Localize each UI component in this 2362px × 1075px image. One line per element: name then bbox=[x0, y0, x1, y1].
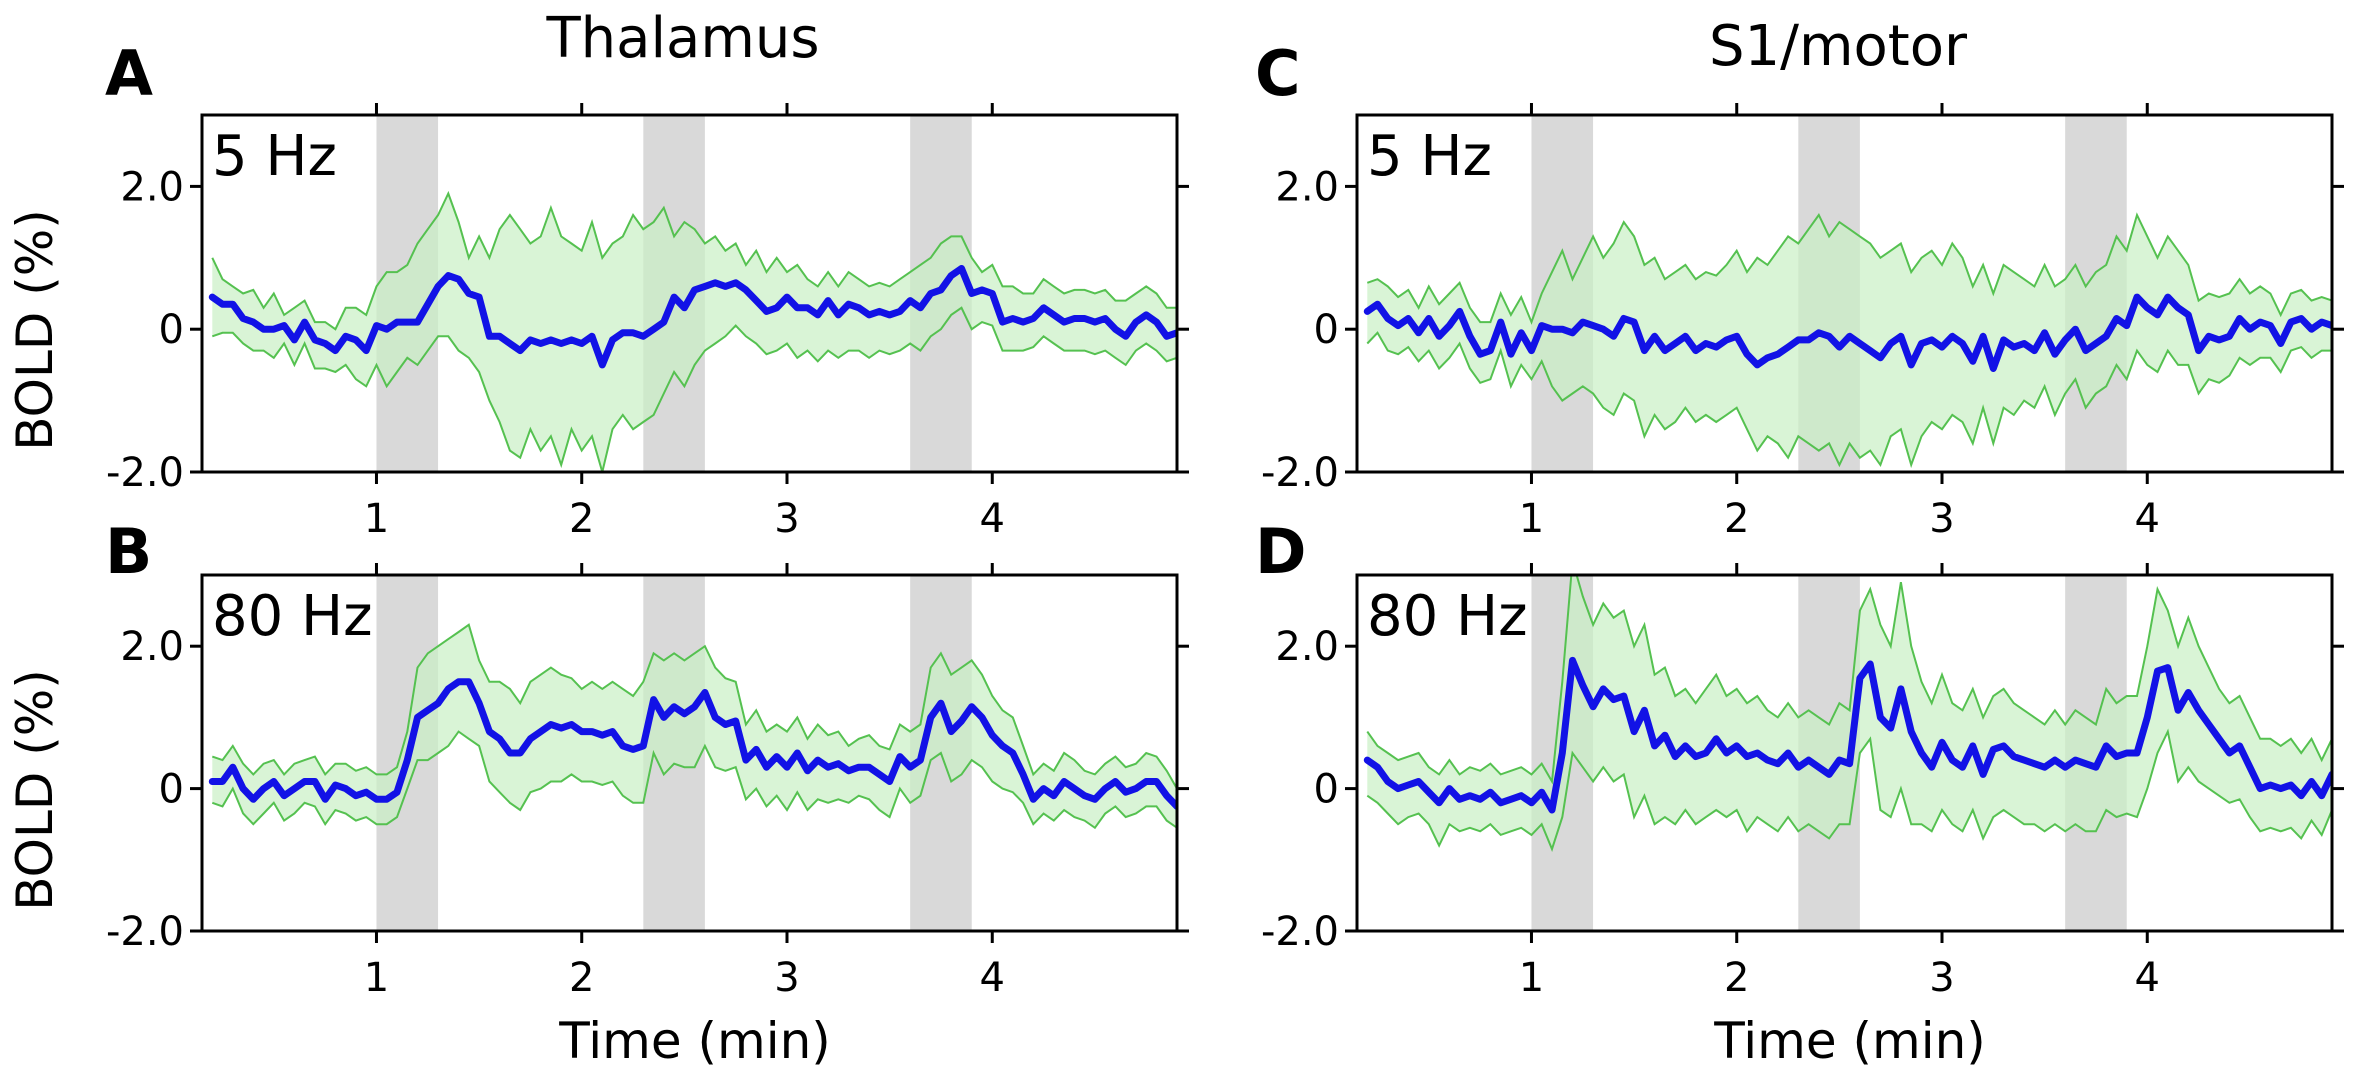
x-tick-label-c-1: 2 bbox=[1724, 496, 1749, 542]
y-tick-label-b-0: -2.0 bbox=[106, 909, 184, 955]
x-tick-label-c-2: 3 bbox=[1929, 496, 1954, 542]
y-axis-label-top: BOLD (%) bbox=[6, 209, 64, 451]
panel-a-thalamus-5hz: -2.0 0 2.0 1 2 3 4 5 Hz bbox=[106, 103, 1189, 542]
column-title-s1-motor: S1/motor bbox=[1709, 14, 1968, 79]
x-tick-label-b-1: 2 bbox=[569, 955, 594, 1001]
ci-upper-edge-d bbox=[1366, 575, 2332, 785]
frequency-label-a: 5 Hz bbox=[212, 124, 337, 189]
x-tick-label-a-2: 3 bbox=[774, 496, 799, 542]
mean-line-d bbox=[1363, 656, 2332, 814]
ci-upper-edge-c bbox=[1366, 212, 2332, 325]
frequency-label-d: 80 Hz bbox=[1367, 584, 1528, 649]
x-tick-label-d-0: 1 bbox=[1519, 955, 1544, 1001]
frequency-label-b: 80 Hz bbox=[212, 584, 373, 649]
x-tick-label-a-3: 4 bbox=[980, 496, 1005, 542]
x-tick-label-c-0: 1 bbox=[1519, 496, 1544, 542]
plot-frame-c bbox=[1355, 113, 2334, 474]
mean-line-a bbox=[208, 265, 1177, 369]
x-tick-label-c-3: 4 bbox=[2135, 496, 2160, 542]
y-tick-label-d-0: -2.0 bbox=[1261, 909, 1339, 955]
y-tick-label-b-1: 0 bbox=[159, 767, 184, 813]
panel-b-thalamus-80hz: -2.0 0 2.0 1 2 3 4 80 Hz bbox=[106, 563, 1189, 1001]
y-tick-label-a-2: 2.0 bbox=[120, 164, 184, 210]
plot-frame-b bbox=[200, 573, 1179, 933]
panel-letter-d: D bbox=[1255, 515, 1306, 588]
panel-d-s1-motor-80hz: -2.0 0 2.0 1 2 3 4 80 Hz bbox=[1261, 563, 2344, 1001]
y-tick-label-b-2: 2.0 bbox=[120, 624, 184, 670]
y-tick-label-d-1: 0 bbox=[1314, 767, 1339, 813]
plot-area-c bbox=[1363, 115, 2332, 472]
ci-lower-edge-a bbox=[211, 306, 1177, 472]
ci-lower-edge-c bbox=[1366, 331, 2332, 469]
x-tick-label-b-3: 4 bbox=[980, 955, 1005, 1001]
ci-upper-edge-a bbox=[211, 190, 1177, 331]
panel-letter-b: B bbox=[105, 515, 152, 588]
ci-upper-edge-b bbox=[211, 623, 1177, 790]
x-tick-label-d-3: 4 bbox=[2135, 955, 2160, 1001]
y-tick-label-c-1: 0 bbox=[1314, 307, 1339, 353]
mean-line-c bbox=[1363, 293, 2332, 372]
ci-band-b bbox=[212, 624, 1177, 828]
frequency-label-c: 5 Hz bbox=[1367, 124, 1492, 189]
y-tick-label-a-0: -2.0 bbox=[106, 450, 184, 496]
x-tick-label-d-1: 2 bbox=[1724, 955, 1749, 1001]
x-tick-label-b-0: 1 bbox=[364, 955, 389, 1001]
panel-c-s1-motor-5hz: -2.0 0 2.0 1 2 3 4 5 Hz bbox=[1261, 103, 2344, 542]
y-tick-label-a-1: 0 bbox=[159, 307, 184, 353]
x-tick-label-a-1: 2 bbox=[569, 496, 594, 542]
x-axis-label-left: Time (min) bbox=[558, 1012, 831, 1070]
plot-area-b bbox=[208, 575, 1177, 931]
plot-frame-a bbox=[200, 113, 1179, 474]
ci-lower-edge-d bbox=[1366, 728, 2332, 852]
column-title-thalamus: Thalamus bbox=[545, 6, 819, 71]
x-tick-label-a-0: 1 bbox=[364, 496, 389, 542]
x-tick-label-d-2: 3 bbox=[1929, 955, 1954, 1001]
ci-band-d bbox=[1367, 575, 2332, 850]
plot-area-a bbox=[208, 115, 1177, 472]
panel-letter-a: A bbox=[105, 37, 153, 110]
ci-lower-edge-b bbox=[211, 730, 1177, 830]
x-axis-label-right: Time (min) bbox=[1713, 1012, 1986, 1070]
plot-frame-d bbox=[1355, 573, 2334, 933]
y-tick-label-d-2: 2.0 bbox=[1275, 624, 1339, 670]
panel-letter-c: C bbox=[1255, 37, 1301, 110]
y-tick-label-c-0: -2.0 bbox=[1261, 450, 1339, 496]
plot-area-d bbox=[1363, 575, 2332, 931]
mean-line-b bbox=[208, 678, 1177, 810]
x-tick-label-b-2: 3 bbox=[774, 955, 799, 1001]
y-tick-label-c-2: 2.0 bbox=[1275, 164, 1339, 210]
y-axis-label-bottom: BOLD (%) bbox=[6, 669, 64, 911]
ci-band-a bbox=[212, 193, 1177, 472]
